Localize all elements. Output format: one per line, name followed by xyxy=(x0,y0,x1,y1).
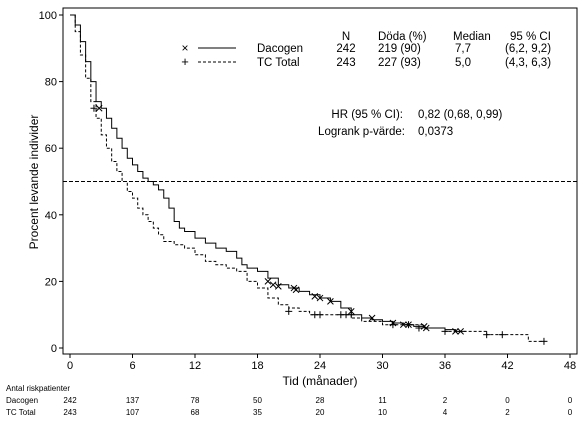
censor-mark-tc-total xyxy=(347,311,355,319)
risk-count: 28 xyxy=(316,396,325,405)
legend-marker-dacogen: × xyxy=(181,41,188,55)
risk-row-label-tc-total: TC Total xyxy=(6,408,36,417)
risk-row-label-dacogen: Dacogen xyxy=(6,396,38,405)
survival-curves xyxy=(70,14,548,345)
censor-x-stroke xyxy=(311,293,319,300)
risk-count: 137 xyxy=(126,396,140,405)
censor-x-stroke xyxy=(269,281,277,289)
risk-count: 11 xyxy=(378,396,387,405)
legend-ci-tc-total: (4,3, 6,3) xyxy=(505,57,551,69)
y-tick-label: 60 xyxy=(45,143,57,155)
risk-count: 78 xyxy=(191,396,200,405)
hr-value: 0,82 (0,68, 0,99) xyxy=(418,109,503,121)
x-tick-label: 48 xyxy=(564,360,576,372)
censor-mark-dacogen xyxy=(95,104,103,112)
legend-header-deaths: Döda (%) xyxy=(378,31,427,43)
x-tick-label: 18 xyxy=(251,360,263,372)
censor-x-stroke xyxy=(327,298,334,305)
legend-deaths-dacogen: 219 (90) xyxy=(378,43,421,55)
risk-count: 0 xyxy=(568,408,573,417)
y-tick-label: 20 xyxy=(45,276,57,288)
risk-table-title: Antal riskpatienter xyxy=(6,384,70,393)
censor-mark-dacogen xyxy=(311,293,319,300)
statistics-box: HR (95 % CI): 0,82 (0,68, 0,99) Logrank … xyxy=(318,109,503,138)
censor-x-stroke xyxy=(422,324,430,332)
logrank-value: 0,0373 xyxy=(418,126,453,138)
survival-curve-tc-total xyxy=(70,14,544,342)
censor-mark-dacogen xyxy=(274,283,282,290)
censor-x-stroke xyxy=(264,278,272,285)
censor-mark-dacogen xyxy=(327,298,334,305)
censor-mark-tc-total xyxy=(498,331,506,339)
y-axis-label: Procent levande individer xyxy=(27,115,41,250)
legend-header-n: N xyxy=(342,31,350,43)
censor-mark-tc-total xyxy=(441,327,449,335)
censor-x-stroke xyxy=(399,321,407,329)
risk-count: 0 xyxy=(568,396,573,405)
censor-mark-dacogen xyxy=(269,281,277,289)
censor-mark-tc-total xyxy=(90,104,98,112)
legend-label-dacogen: Dacogen xyxy=(257,43,303,55)
risk-count: 242 xyxy=(63,396,77,405)
risk-count: 68 xyxy=(191,408,200,417)
legend-median-tc-total: 5,0 xyxy=(455,57,471,69)
censor-mark-tc-total xyxy=(285,307,293,315)
censor-x-stroke xyxy=(368,314,376,322)
censor-mark-tc-total xyxy=(483,331,491,339)
legend-header-median: Median xyxy=(453,31,491,43)
survival-curve-dacogen xyxy=(70,14,466,332)
risk-count: 10 xyxy=(378,408,387,417)
x-tick-label: 30 xyxy=(376,360,388,372)
plot-frame xyxy=(62,7,578,355)
hr-label: HR (95 % CI): xyxy=(331,109,403,121)
x-tick-label: 24 xyxy=(314,360,326,372)
censor-mark-dacogen xyxy=(316,294,324,302)
risk-count: 243 xyxy=(63,408,77,417)
risk-count: 2 xyxy=(443,396,448,405)
risk-count: 35 xyxy=(253,408,262,417)
y-tick-label: 0 xyxy=(51,343,57,355)
x-tick-label: 12 xyxy=(189,360,201,372)
legend-deaths-tc-total: 227 (93) xyxy=(378,57,421,69)
censor-mark-dacogen xyxy=(292,286,300,294)
censor-mark-dacogen xyxy=(264,278,272,285)
legend-n-dacogen: 242 xyxy=(336,43,355,55)
censor-mark-tc-total xyxy=(316,311,324,319)
risk-count: 4 xyxy=(443,408,448,417)
risk-count: 50 xyxy=(253,396,262,405)
censor-mark-tc-total xyxy=(540,337,548,345)
risk-table: Antal riskpatienter Dacogen TC Total 242… xyxy=(6,384,573,417)
legend-header-ci: 95 % CI xyxy=(510,31,551,43)
legend-median-dacogen: 7,7 xyxy=(455,43,471,55)
legend-marker-tc-total: + xyxy=(181,54,189,69)
logrank-label: Logrank p-värde: xyxy=(318,126,405,138)
axes: 0 6 12 18 24 30 36 42 48 0 20 40 60 80 100 xyxy=(39,10,576,372)
y-tick-label: 40 xyxy=(45,210,57,222)
censor-mark-dacogen xyxy=(368,314,376,322)
legend: N Döda (%) Median 95 % CI × Dacogen 242 … xyxy=(181,31,551,69)
censor-mark-tc-total xyxy=(389,321,397,329)
risk-count: 2 xyxy=(505,408,510,417)
x-tick-label: 42 xyxy=(501,360,513,372)
censor-mark-dacogen xyxy=(399,321,407,329)
x-tick-label: 36 xyxy=(439,360,451,372)
risk-count: 107 xyxy=(126,408,140,417)
y-tick-label: 100 xyxy=(39,10,57,22)
censor-x-stroke xyxy=(292,286,300,294)
risk-count: 0 xyxy=(505,396,510,405)
risk-count: 20 xyxy=(316,408,325,417)
legend-ci-dacogen: (6,2, 9,2) xyxy=(505,43,551,55)
censor-mark-tc-total xyxy=(405,321,413,329)
x-tick-label: 0 xyxy=(67,360,73,372)
y-tick-label: 80 xyxy=(45,77,57,89)
legend-n-tc-total: 243 xyxy=(336,57,355,69)
censor-x-stroke xyxy=(316,294,324,302)
x-tick-label: 6 xyxy=(129,360,135,372)
censor-x-stroke xyxy=(274,283,282,290)
censor-x-stroke xyxy=(95,104,103,112)
legend-label-tc-total: TC Total xyxy=(257,57,300,69)
x-axis-label: Tid (månader) xyxy=(283,374,358,388)
censor-mark-tc-total xyxy=(415,324,423,332)
